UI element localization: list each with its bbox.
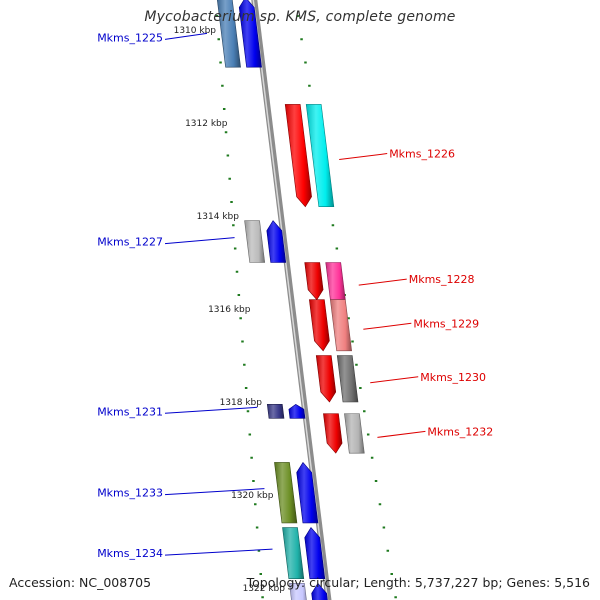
gene-block [289, 583, 307, 600]
label-leader [370, 376, 419, 384]
gene-label: Mkms_1234 [97, 547, 163, 560]
label-leader [339, 153, 388, 161]
ruler-label: 1322 kbp [243, 584, 286, 594]
gene-labels: Mkms_1225 Mkms_1226 Mkms_1227 Mkms_1228 Mkms… [97, 31, 493, 560]
label-leader [377, 430, 426, 438]
gene-block [266, 404, 285, 419]
label-leader [358, 278, 407, 286]
gene-block [329, 299, 352, 352]
ruler-label: 1320 kbp [231, 491, 274, 501]
gene-arrow [296, 461, 319, 524]
gene-label: Mkms_1229 [413, 317, 479, 330]
gene-arrow [323, 413, 343, 454]
gene-block [244, 220, 266, 263]
gene-arrow [311, 582, 328, 600]
label-leader [363, 322, 412, 330]
gene-arrow [284, 104, 312, 208]
gene-label: Mkms_1228 [409, 273, 475, 286]
gene-label: Mkms_1227 [97, 236, 163, 249]
gene-label: Mkms_1233 [97, 487, 163, 500]
gene-arrow [304, 527, 326, 579]
gene-features [216, 0, 365, 600]
gene-label: Mkms_1226 [389, 148, 455, 161]
ruler-label: 1318 kbp [220, 398, 263, 408]
gene-block [344, 413, 365, 454]
backbone-line [251, 0, 332, 600]
ruler-labels: 1310 kbp 1312 kbp 1314 kbp 1316 kbp 1318 kbp… [174, 26, 286, 594]
gene-arrow [308, 299, 330, 352]
gene-label: Mkms_1230 [420, 371, 486, 384]
gene-label: Mkms_1225 [97, 31, 163, 44]
gene-arrow [304, 262, 324, 301]
gene-label: Mkms_1231 [97, 405, 163, 418]
label-leader [164, 488, 265, 496]
gene-arrow [238, 0, 262, 68]
gene-block [305, 104, 335, 207]
gene-label: Mkms_1232 [427, 425, 493, 438]
gene-arrow [266, 220, 287, 263]
gene-block [216, 0, 241, 68]
ruler-label: 1312 kbp [185, 119, 228, 129]
label-leader [164, 32, 208, 40]
gene-block [336, 355, 359, 403]
ruler-label: 1314 kbp [197, 212, 240, 222]
gene-arrow [315, 355, 337, 403]
genome-stats-text: Topology: circular; Length: 5,737,227 bp… [246, 575, 590, 590]
gene-block [325, 262, 346, 300]
label-leader [164, 406, 258, 414]
gene-block [282, 527, 305, 579]
page-title: Mycobacterium sp. KMS, complete genome [144, 9, 456, 25]
accession-text: Accession: NC_008705 [9, 575, 152, 590]
ruler-label: 1310 kbp [174, 26, 217, 36]
gene-block [274, 462, 298, 524]
label-leader [164, 548, 273, 556]
label-leader [164, 237, 235, 245]
ruler-label: 1316 kbp [208, 305, 251, 315]
gene-arrow [288, 403, 306, 419]
